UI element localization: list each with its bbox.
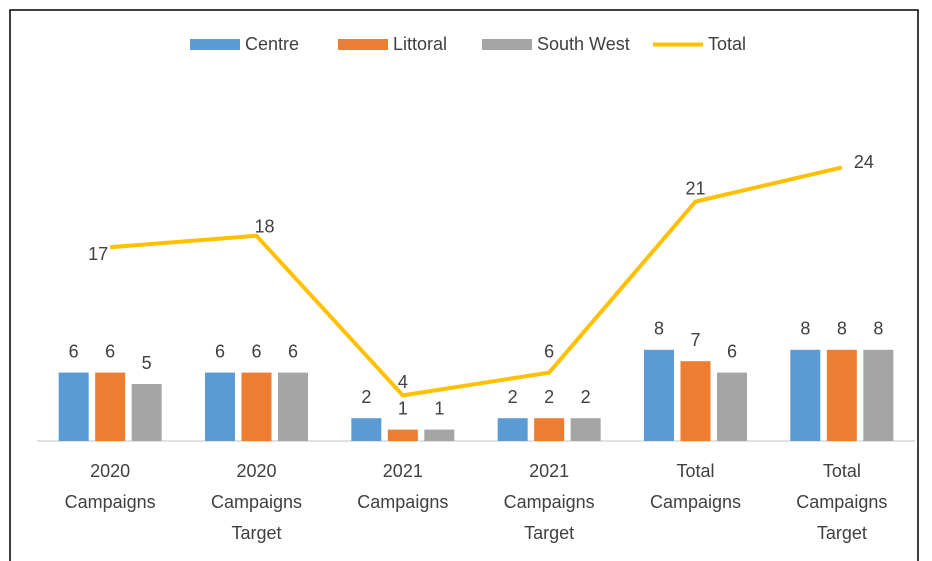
bar (95, 372, 126, 441)
line-label: 24 (854, 152, 874, 172)
data-label: 8 (873, 319, 883, 339)
x-tick-label: Total Campaigns (650, 461, 741, 512)
data-label: 6 (215, 341, 225, 361)
line-label: 4 (398, 372, 408, 392)
bar (717, 372, 747, 441)
line-label: 21 (685, 178, 705, 198)
x-tick-label: 2020 Campaigns Target (211, 461, 302, 543)
frame (9, 9, 919, 561)
data-label: 6 (69, 341, 79, 361)
legend-label: Centre (245, 34, 299, 54)
legend-label: South West (537, 34, 630, 54)
x-tick-label: 2021 Campaigns Target (504, 461, 595, 543)
bar (644, 349, 674, 441)
data-label: 6 (727, 341, 737, 361)
data-label: 2 (508, 387, 518, 407)
legend-swatch (338, 39, 388, 50)
bar (790, 349, 821, 441)
bar (351, 418, 382, 441)
bar (278, 372, 308, 441)
bar (424, 429, 455, 441)
bar (58, 372, 89, 441)
bar (863, 349, 894, 441)
data-label: 8 (654, 319, 664, 339)
line-label: 6 (544, 341, 554, 361)
bar (570, 418, 601, 441)
line (110, 165, 843, 398)
data-label: 2 (361, 387, 371, 407)
data-label: 5 (142, 353, 152, 373)
data-label: 2 (544, 387, 554, 407)
data-label: 8 (800, 319, 810, 339)
data-label: 1 (398, 398, 408, 418)
legend-swatch (190, 39, 240, 50)
x-tick-label: 2020 Campaigns (65, 461, 156, 512)
bar (241, 372, 272, 441)
data-label: 6 (288, 341, 298, 361)
data-label: 8 (837, 319, 847, 339)
data-label: 2 (581, 387, 591, 407)
bar (680, 361, 711, 441)
bar (387, 429, 418, 441)
x-tick-label: Total Campaigns Target (796, 461, 887, 543)
line-label: 18 (254, 217, 274, 237)
bar (826, 349, 857, 441)
legend-label: Total (708, 34, 746, 54)
data-label: 6 (251, 341, 261, 361)
bar (205, 372, 235, 441)
legend-label: Littoral (393, 34, 447, 54)
data-label: 7 (690, 330, 700, 350)
x-tick-label: 2021 Campaigns (357, 461, 448, 512)
data-label: 6 (105, 341, 115, 361)
line-label: 17 (88, 244, 108, 264)
bar (534, 418, 565, 441)
legend-swatch (482, 39, 532, 50)
bar (497, 418, 528, 441)
bar (131, 384, 162, 441)
data-label: 1 (434, 398, 444, 418)
